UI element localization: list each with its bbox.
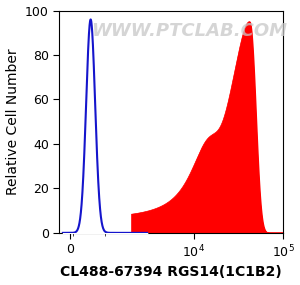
Y-axis label: Relative Cell Number: Relative Cell Number bbox=[6, 48, 20, 195]
X-axis label: CL488-67394 RGS14(1C1B2): CL488-67394 RGS14(1C1B2) bbox=[60, 265, 282, 280]
Text: WWW.PTCLAB.COM: WWW.PTCLAB.COM bbox=[91, 22, 287, 40]
